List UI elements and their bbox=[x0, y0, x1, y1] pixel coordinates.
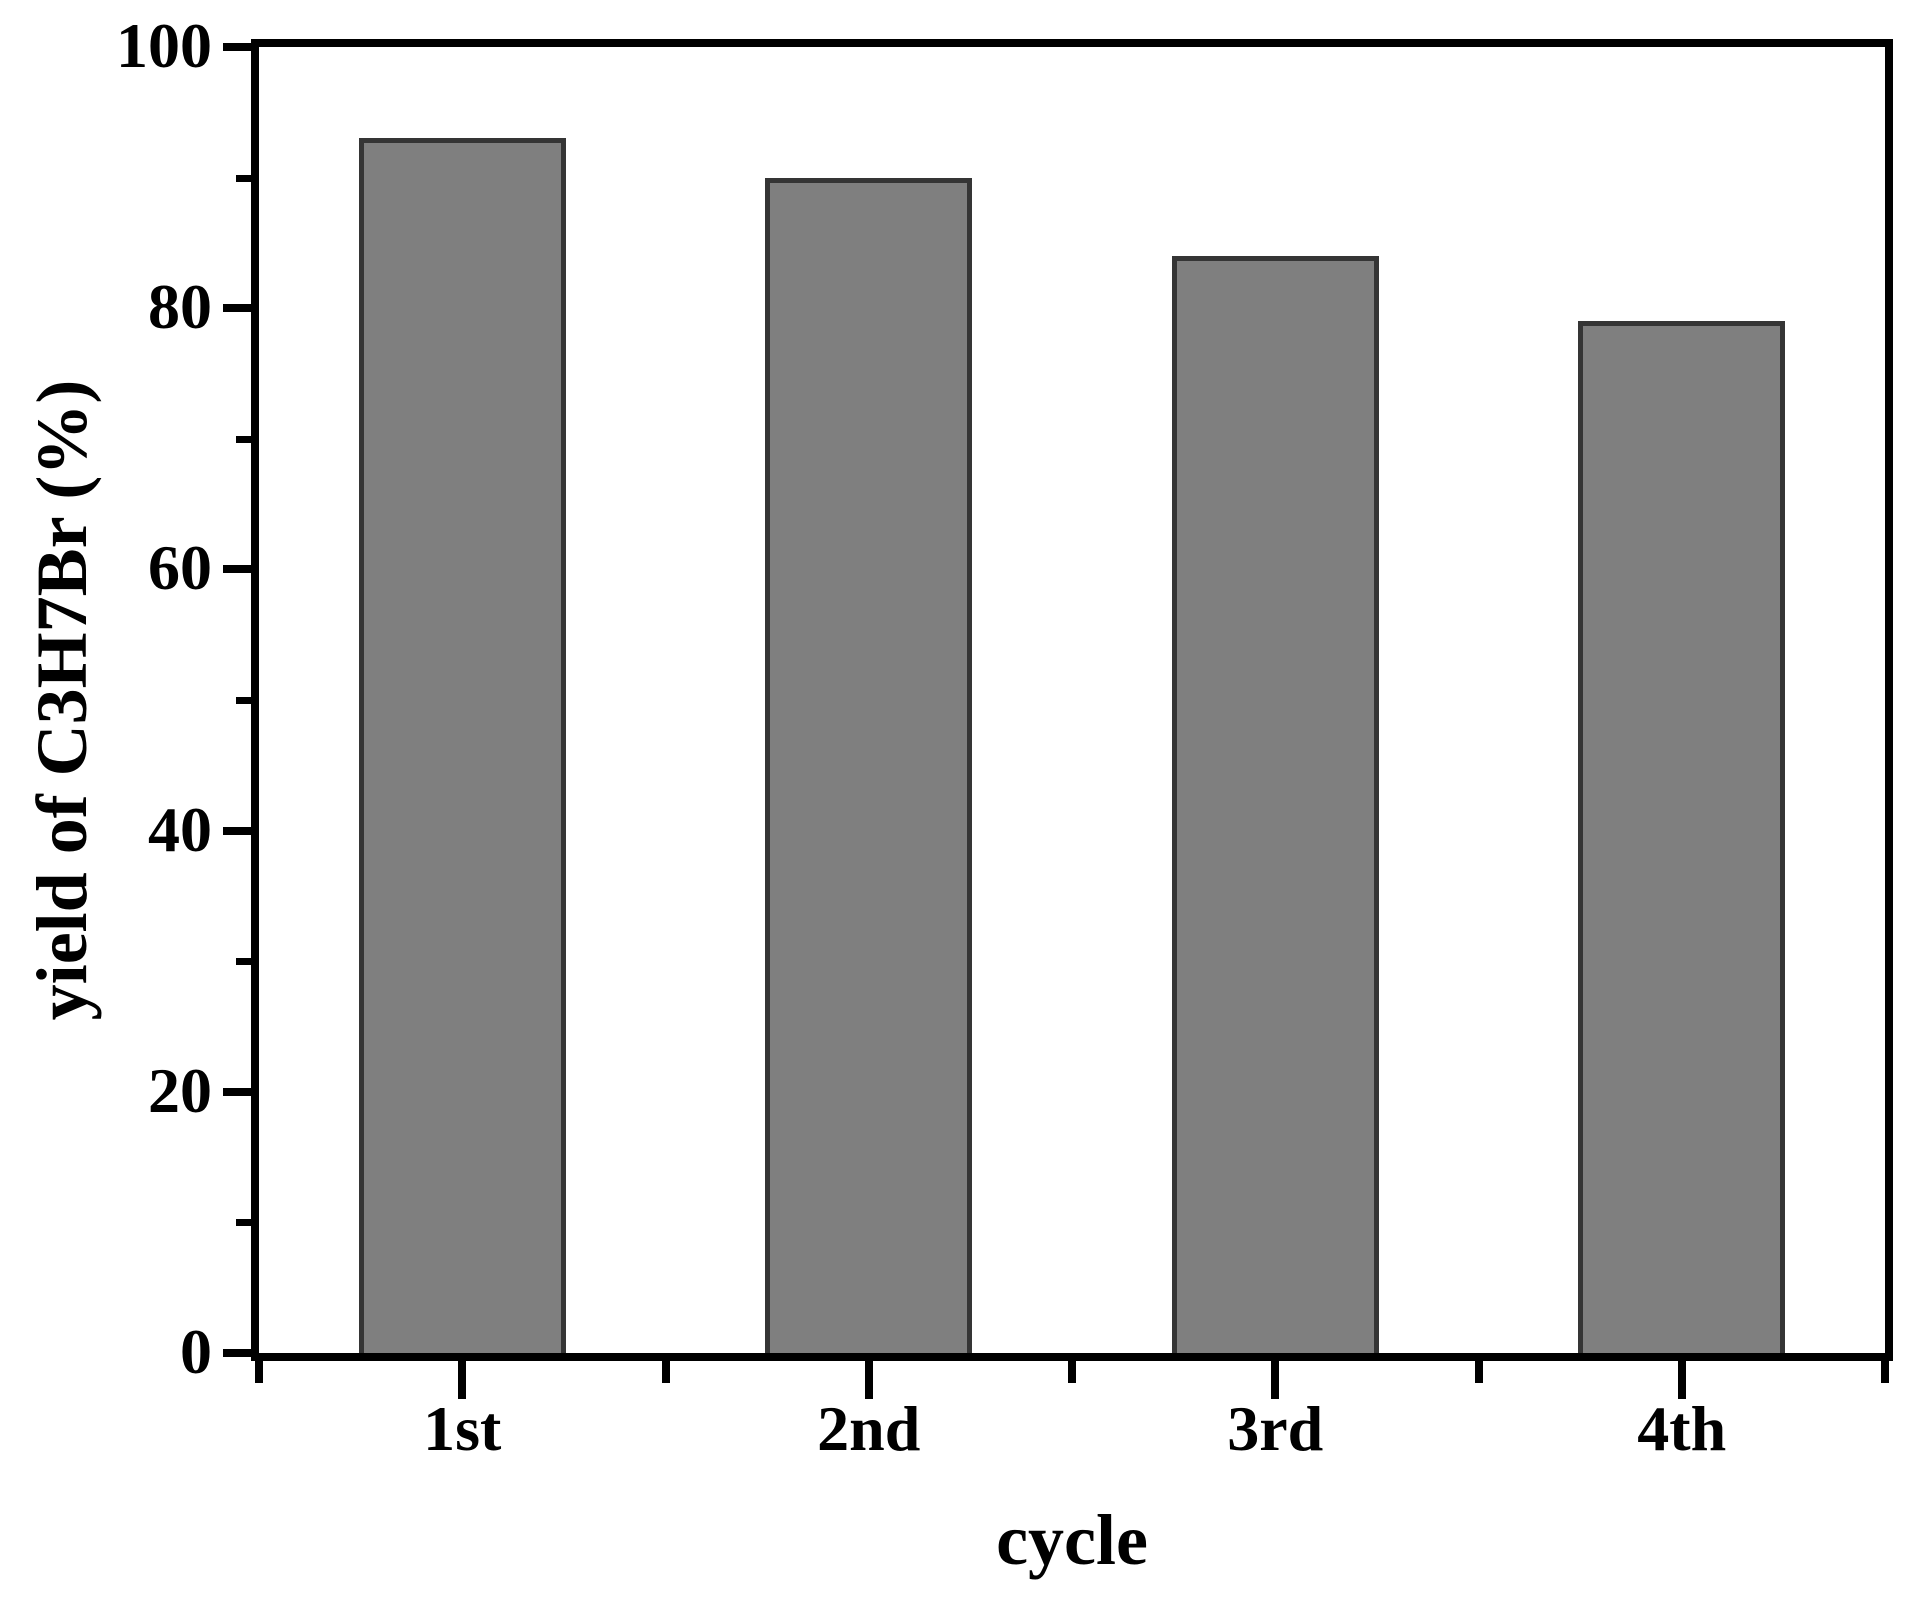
x-axis-major-tick bbox=[864, 1361, 873, 1399]
y-axis-tick-label: 0 bbox=[180, 1316, 212, 1387]
bar-3rd bbox=[1171, 255, 1379, 1353]
y-axis-title: yield of C3H7Br (%) bbox=[22, 379, 102, 1021]
y-axis-minor-tick bbox=[236, 697, 251, 704]
x-axis-minor-tick bbox=[661, 1361, 670, 1383]
y-axis-minor-tick bbox=[236, 174, 251, 182]
y-axis-minor-tick bbox=[236, 435, 251, 443]
y-axis-tick-label: 100 bbox=[116, 10, 212, 81]
x-axis-tick-label: 4th bbox=[1637, 1393, 1727, 1464]
y-axis-minor-tick bbox=[236, 1219, 251, 1227]
y-axis-major-tick bbox=[223, 565, 251, 574]
bar-1st bbox=[358, 138, 566, 1353]
y-axis-tick-label: 80 bbox=[148, 271, 212, 343]
y-axis-tick-label: 40 bbox=[148, 793, 212, 865]
x-axis-minor-tick bbox=[1881, 1361, 1889, 1383]
x-axis-major-tick bbox=[1271, 1361, 1280, 1399]
x-axis-minor-tick bbox=[255, 1361, 263, 1383]
y-axis-major-tick bbox=[223, 43, 251, 51]
y-axis-minor-tick bbox=[236, 958, 251, 966]
plot-area bbox=[251, 39, 1893, 1361]
x-axis-major-tick bbox=[1677, 1361, 1686, 1399]
x-axis-tick-label: 3rd bbox=[1227, 1393, 1324, 1464]
x-axis-tick-label: 2nd bbox=[817, 1393, 921, 1464]
x-axis-title: cycle bbox=[996, 1500, 1148, 1580]
y-axis-major-tick bbox=[223, 304, 251, 313]
y-axis-major-tick bbox=[223, 826, 251, 835]
y-axis-major-tick bbox=[223, 1087, 251, 1096]
x-axis-major-tick bbox=[458, 1361, 467, 1399]
bar-4th bbox=[1578, 321, 1786, 1353]
y-axis-tick-label: 20 bbox=[148, 1054, 212, 1126]
x-axis-minor-tick bbox=[1474, 1361, 1483, 1383]
bar-2nd bbox=[765, 177, 973, 1353]
x-axis-minor-tick bbox=[1068, 1361, 1076, 1383]
x-axis-tick-label: 1st bbox=[423, 1393, 502, 1464]
y-axis-major-tick bbox=[223, 1349, 251, 1357]
y-axis-tick-label: 60 bbox=[148, 532, 212, 604]
